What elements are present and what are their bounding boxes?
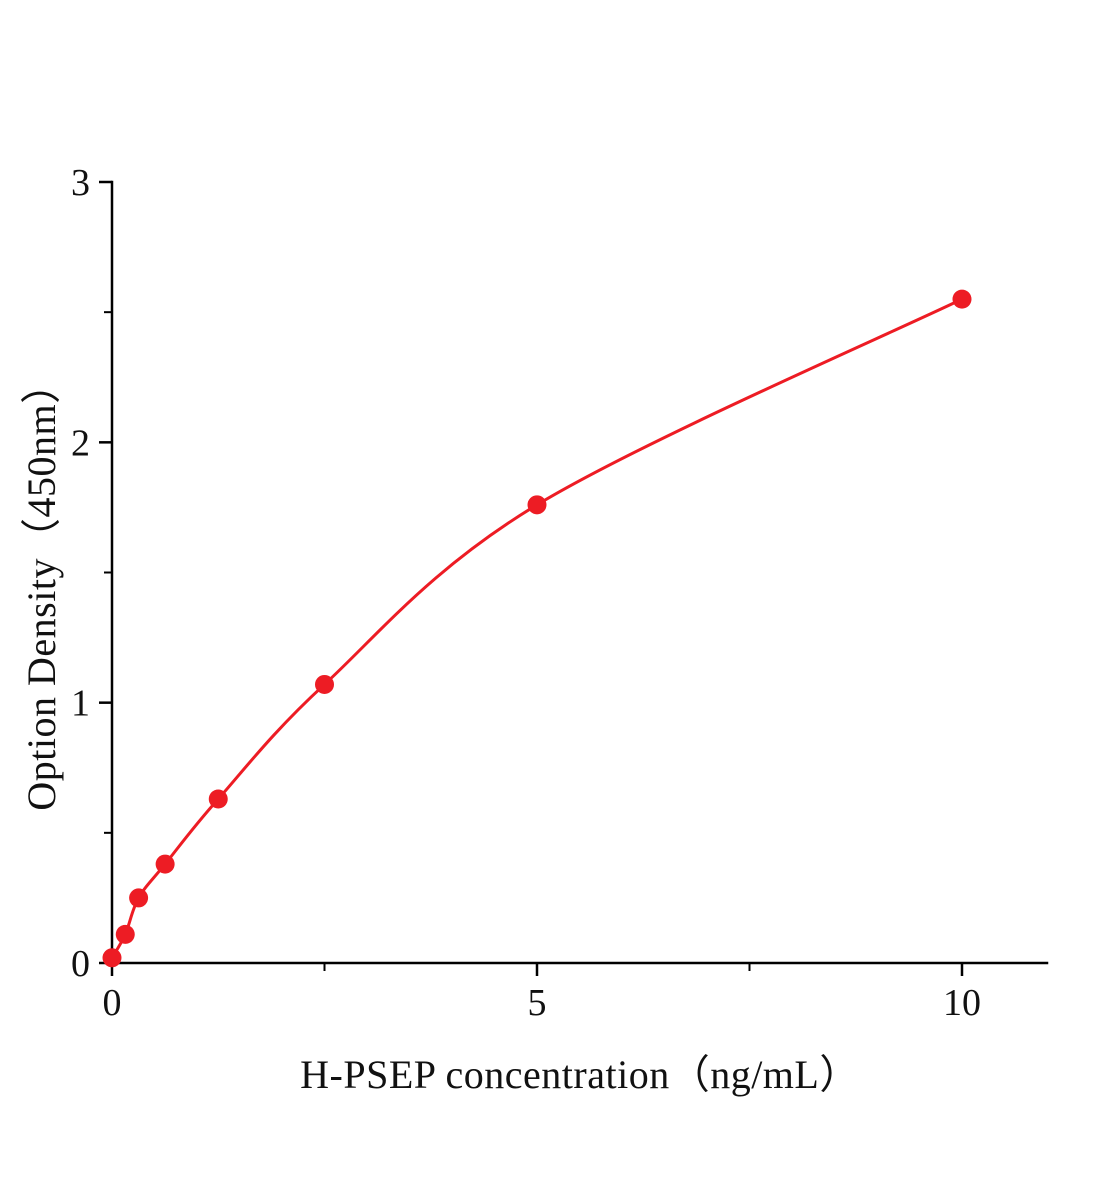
svg-text:2: 2	[71, 422, 90, 464]
data-point-marker	[527, 495, 547, 515]
svg-text:10: 10	[943, 982, 981, 1024]
data-point-marker	[315, 674, 334, 694]
data-point-marker	[155, 854, 175, 874]
x-axis-label: H-PSEP concentration（ng/mL）	[300, 1052, 860, 1097]
data-point-marker	[952, 289, 972, 309]
data-point-marker	[115, 924, 135, 944]
svg-text:1: 1	[71, 683, 90, 725]
svg-text:0: 0	[71, 943, 90, 985]
standard-curve-line	[110, 297, 963, 959]
svg-text:5: 5	[528, 982, 547, 1024]
y-axis-label: Option Density（450nm）	[19, 363, 64, 811]
svg-text:3: 3	[71, 162, 90, 204]
data-point-marker	[208, 789, 228, 809]
data-point-marker	[102, 948, 122, 968]
data-point-marker	[129, 888, 149, 908]
svg-text:0: 0	[103, 982, 122, 1024]
